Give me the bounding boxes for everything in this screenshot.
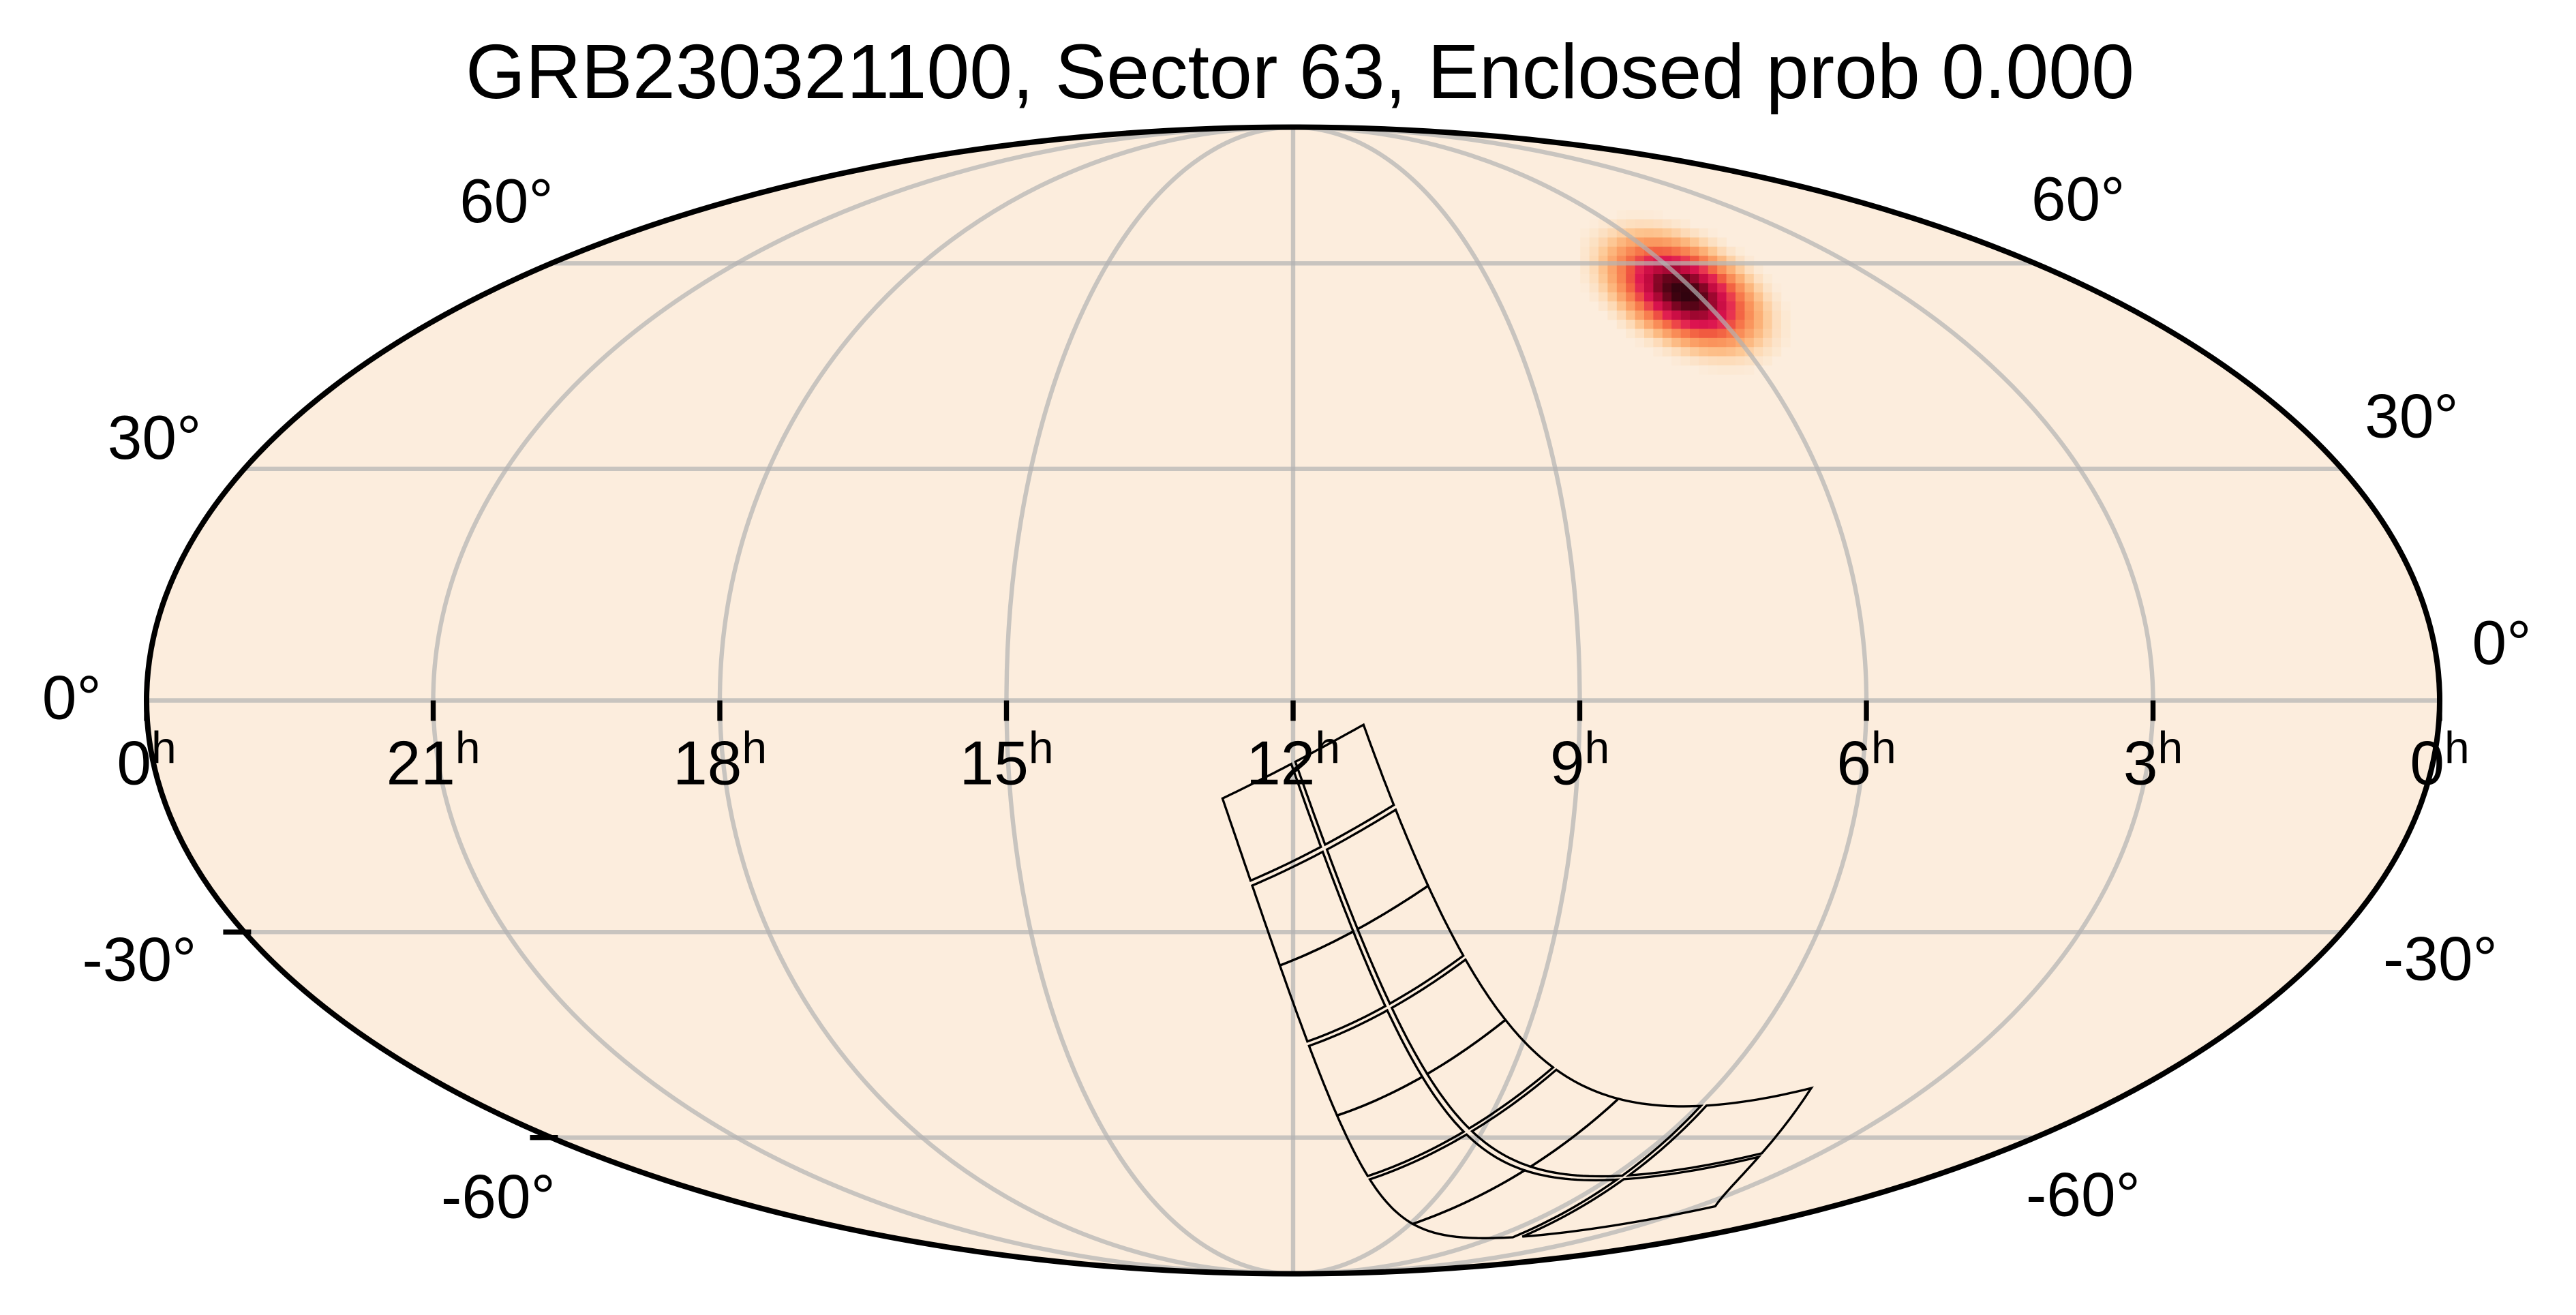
svg-text:21h: 21h — [387, 723, 481, 798]
svg-text:6h: 6h — [1836, 723, 1896, 798]
svg-text:30°: 30° — [108, 404, 202, 472]
svg-text:-60°: -60° — [2026, 1161, 2140, 1230]
svg-text:60°: 60° — [2031, 165, 2125, 234]
svg-text:60°: 60° — [459, 167, 554, 236]
svg-text:GRB230321100, Sector 63, Enclo: GRB230321100, Sector 63, Enclosed prob 0… — [466, 29, 2134, 115]
svg-text:-60°: -60° — [441, 1163, 556, 1232]
svg-text:15h: 15h — [960, 723, 1054, 798]
svg-text:0h: 0h — [2410, 723, 2469, 798]
svg-text:0°: 0° — [42, 663, 102, 732]
svg-text:-30°: -30° — [82, 926, 197, 995]
svg-text:0°: 0° — [2472, 609, 2531, 678]
svg-text:-30°: -30° — [2383, 924, 2498, 993]
svg-text:30°: 30° — [2365, 382, 2459, 451]
